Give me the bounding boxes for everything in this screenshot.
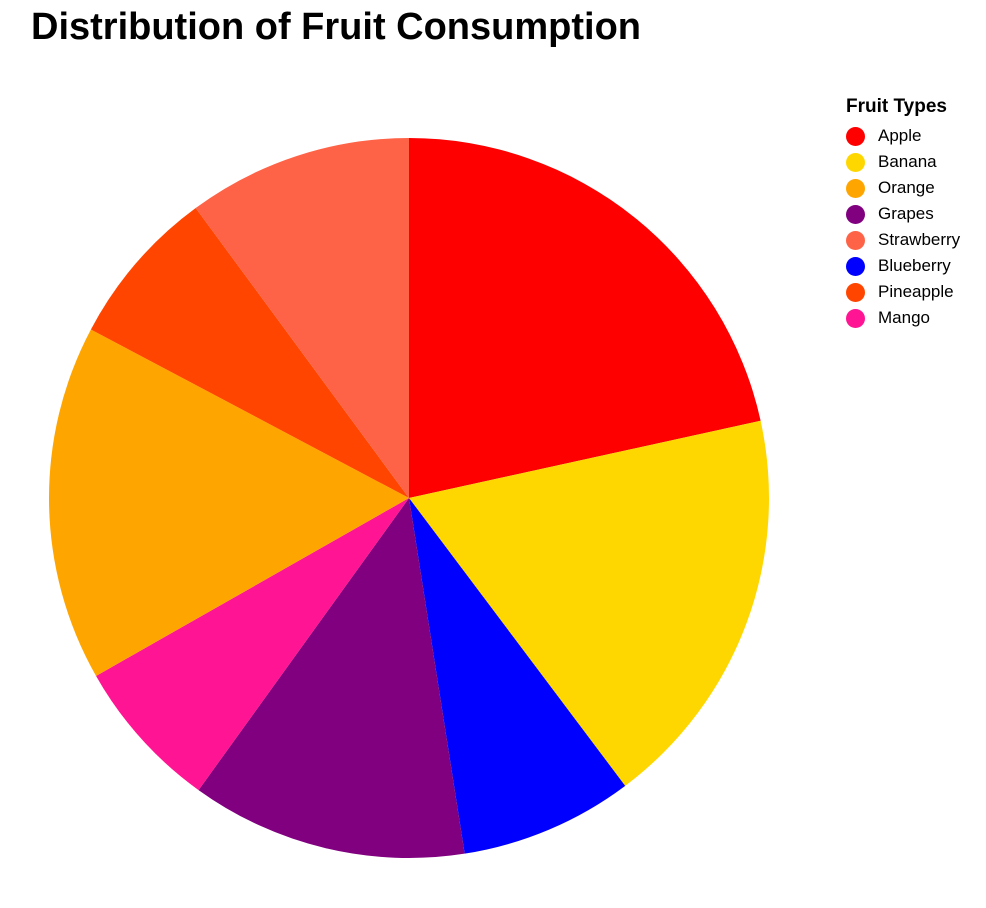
- legend-swatch-mango: [846, 308, 865, 328]
- legend-item-mango: Mango: [846, 305, 960, 331]
- legend-swatch-apple: [846, 126, 865, 146]
- legend: Fruit Types Apple Banana Orange Grapes Straw…: [846, 96, 960, 331]
- legend-item-banana: Banana: [846, 149, 960, 175]
- pie-slice-grapes[interactable]: [198, 498, 465, 859]
- legend-item-orange: Orange: [846, 175, 960, 201]
- legend-items: Apple Banana Orange Grapes Strawberry Blueber…: [846, 123, 960, 331]
- legend-swatch-strawberry: [846, 230, 865, 250]
- legend-label-apple: Apple: [878, 126, 922, 145]
- chart-title: Distribution of Fruit Consumption: [31, 6, 642, 48]
- legend-item-strawberry: Strawberry: [846, 227, 960, 253]
- pie-slices: [49, 138, 770, 859]
- legend-label-banana: Banana: [878, 152, 937, 171]
- pie-slice-apple[interactable]: [409, 138, 761, 498]
- legend-label-blueberry: Blueberry: [878, 256, 951, 275]
- legend-label-mango: Mango: [878, 308, 930, 327]
- pie-slice-orange[interactable]: [49, 329, 409, 676]
- legend-item-pineapple: Pineapple: [846, 279, 960, 305]
- legend-swatch-grapes: [846, 204, 865, 224]
- pie-slice-blueberry[interactable]: [409, 498, 626, 854]
- legend-label-pineapple: Pineapple: [878, 282, 954, 301]
- legend-label-grapes: Grapes: [878, 204, 934, 223]
- legend-label-orange: Orange: [878, 178, 935, 197]
- pie-slice-banana[interactable]: [409, 420, 770, 786]
- legend-swatch-pineapple: [846, 282, 865, 302]
- pie-slice-strawberry[interactable]: [195, 138, 409, 498]
- pie-slice-mango[interactable]: [96, 498, 410, 791]
- legend-swatch-orange: [846, 178, 865, 198]
- pie-slice-pineapple[interactable]: [90, 208, 410, 498]
- legend-title: Fruit Types: [846, 96, 947, 117]
- legend-swatch-banana: [846, 152, 865, 172]
- legend-item-apple: Apple: [846, 123, 960, 149]
- legend-label-strawberry: Strawberry: [878, 230, 961, 249]
- legend-item-grapes: Grapes: [846, 201, 960, 227]
- legend-swatch-blueberry: [846, 256, 865, 276]
- legend-item-blueberry: Blueberry: [846, 253, 960, 279]
